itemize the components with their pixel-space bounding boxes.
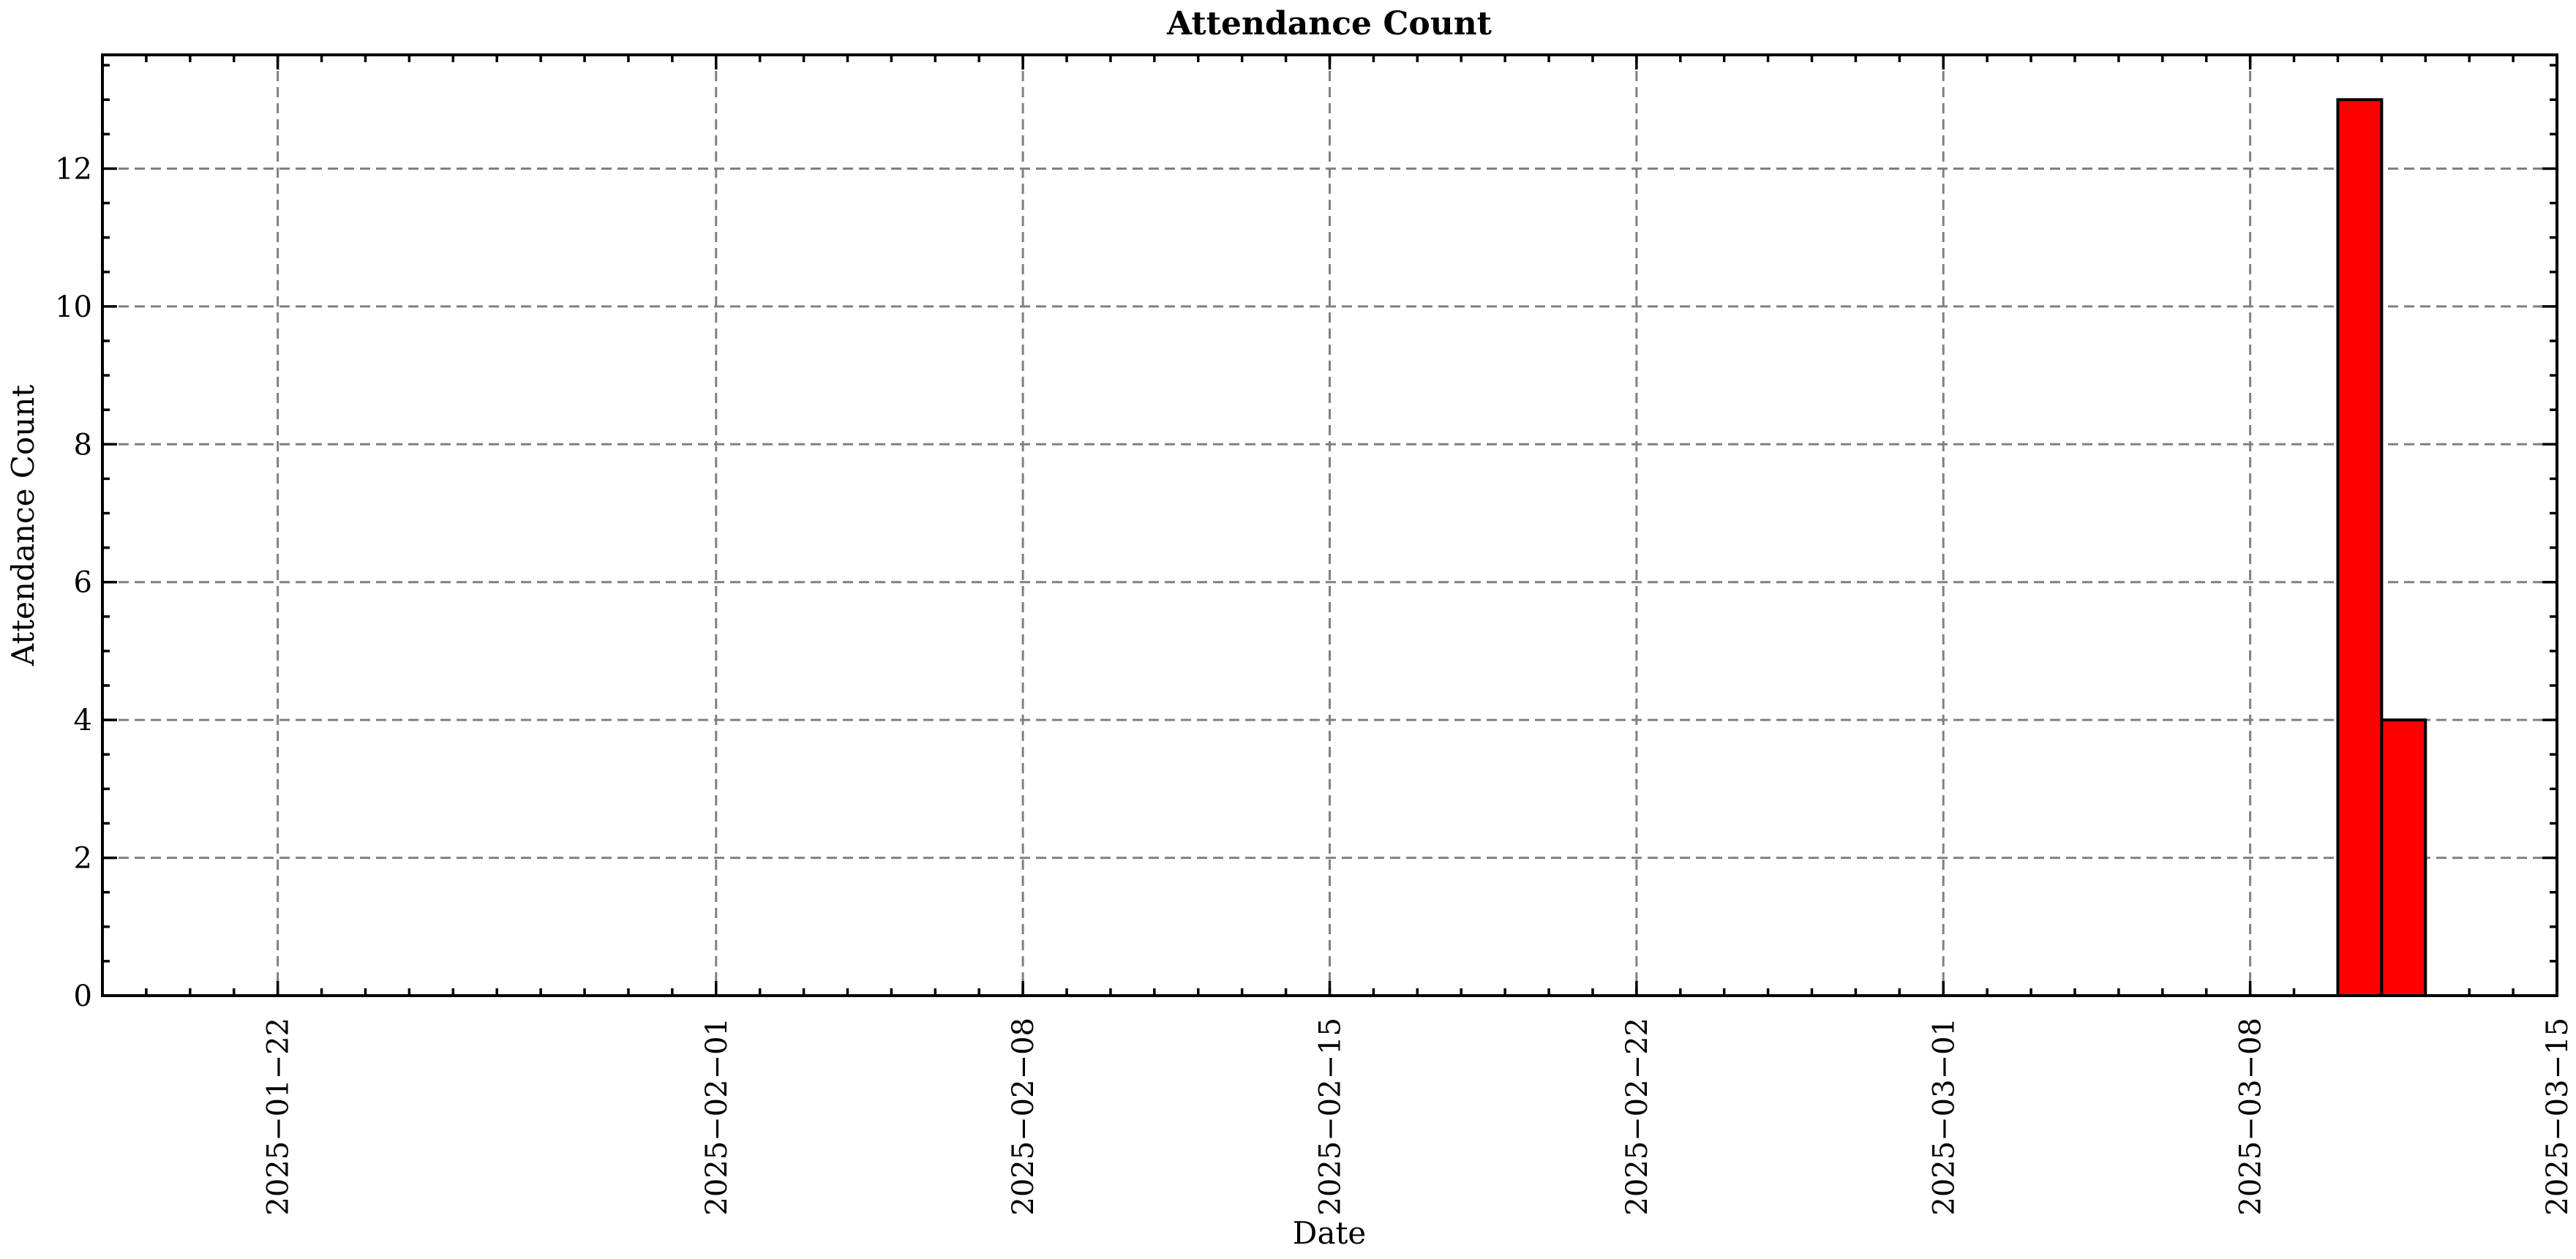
- x-axis-label: Date: [1293, 1215, 1366, 1251]
- y-tick-label: 2: [74, 842, 92, 876]
- chart-title: Attendance Count: [1166, 5, 1492, 42]
- x-tick-label: 2025−03−01: [1927, 1018, 1961, 1216]
- x-tick-label: 2025−03−08: [2234, 1018, 2268, 1216]
- y-tick-label: 6: [74, 566, 92, 600]
- axis-ticks: [101, 55, 2558, 997]
- y-tick-label: 12: [55, 152, 92, 186]
- y-tick-label: 4: [74, 704, 92, 737]
- x-tick-label: 2025−01−22: [262, 1018, 296, 1216]
- x-tick-label: 2025−02−15: [1314, 1018, 1348, 1216]
- x-tick-label: 2025−03−15: [2541, 1018, 2575, 1216]
- bar-2025-03-10: [2336, 98, 2384, 998]
- x-tick-labels: 2025−01−22 2025−02−01 2025−02−08 2025−02−15…: [262, 1018, 2575, 1216]
- x-tick-label: 2025−02−01: [700, 1018, 734, 1216]
- y-tick-label: 10: [55, 290, 92, 324]
- y-tick-label: 8: [74, 428, 92, 462]
- y-tick-label: 0: [74, 980, 92, 1013]
- x-tick-label: 2025−02−22: [1621, 1018, 1654, 1216]
- y-tick-labels: 0 2 4 6 8 10 12: [55, 152, 92, 1013]
- x-tick-label: 2025−02−08: [1007, 1018, 1040, 1216]
- bar-2025-03-11: [2380, 718, 2427, 998]
- grid-lines: [102, 55, 2557, 996]
- y-axis-label: Attendance Count: [5, 385, 41, 666]
- bars: [2336, 98, 2427, 998]
